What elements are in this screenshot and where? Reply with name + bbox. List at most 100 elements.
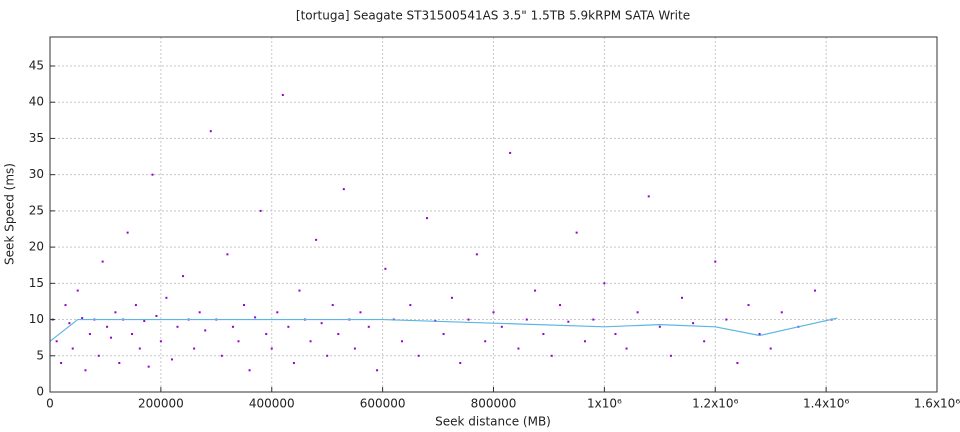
point bbox=[265, 333, 268, 336]
point bbox=[71, 347, 74, 350]
point bbox=[159, 340, 162, 343]
point bbox=[376, 369, 379, 372]
point bbox=[714, 260, 717, 263]
point bbox=[747, 304, 750, 307]
y-tick-label: 45 bbox=[29, 58, 44, 72]
y-tick-label: 35 bbox=[29, 131, 44, 145]
point bbox=[131, 333, 134, 336]
point bbox=[287, 325, 290, 328]
point bbox=[567, 320, 570, 323]
point bbox=[60, 362, 63, 365]
y-tick-label: 5 bbox=[36, 348, 44, 362]
point bbox=[88, 333, 91, 336]
y-tick-label: 40 bbox=[29, 95, 44, 109]
point bbox=[76, 289, 79, 292]
point bbox=[165, 296, 168, 299]
point bbox=[143, 320, 146, 322]
point bbox=[780, 311, 783, 314]
x-tick-label: 1x10⁶ bbox=[587, 397, 622, 411]
point bbox=[176, 325, 179, 328]
x-tick-label: 0 bbox=[46, 397, 54, 411]
point bbox=[198, 311, 201, 314]
point bbox=[484, 340, 487, 343]
y-tick-label: 0 bbox=[36, 385, 44, 399]
point bbox=[254, 316, 257, 319]
point bbox=[68, 322, 71, 325]
point bbox=[509, 151, 512, 154]
point bbox=[248, 369, 251, 372]
point bbox=[603, 282, 606, 285]
y-axis-label: Seek Speed (ms) bbox=[3, 163, 17, 265]
point bbox=[298, 289, 301, 292]
point bbox=[320, 322, 323, 325]
point bbox=[209, 130, 212, 133]
point bbox=[769, 347, 772, 350]
x-tick-label: 1.2x10⁶ bbox=[692, 397, 738, 411]
chart-title: [tortuga] Seagate ST31500541AS 3.5" 1.5T… bbox=[296, 9, 690, 23]
point bbox=[500, 325, 503, 328]
point bbox=[425, 217, 428, 220]
point bbox=[450, 296, 453, 299]
plot-data bbox=[49, 93, 838, 372]
point bbox=[725, 318, 728, 321]
point bbox=[736, 362, 739, 365]
point bbox=[534, 289, 537, 292]
x-tick-label: 800000 bbox=[471, 397, 517, 411]
point bbox=[592, 318, 595, 321]
point bbox=[64, 304, 67, 307]
point bbox=[331, 304, 334, 307]
point bbox=[575, 231, 578, 234]
grid bbox=[49, 37, 938, 393]
point bbox=[401, 340, 404, 343]
point bbox=[114, 311, 117, 314]
point bbox=[625, 347, 628, 350]
point bbox=[525, 318, 528, 321]
point bbox=[155, 314, 158, 317]
point bbox=[614, 333, 617, 336]
point bbox=[703, 340, 706, 343]
point bbox=[309, 340, 312, 343]
point bbox=[134, 304, 137, 307]
y-tick-label: 15 bbox=[29, 276, 44, 290]
point bbox=[814, 289, 817, 292]
point bbox=[281, 93, 284, 96]
point bbox=[459, 362, 462, 365]
point bbox=[220, 354, 223, 357]
point bbox=[243, 304, 246, 307]
point bbox=[658, 325, 661, 328]
point bbox=[106, 325, 109, 328]
point bbox=[182, 275, 185, 278]
point bbox=[550, 354, 553, 357]
y-tick-label: 25 bbox=[29, 203, 44, 217]
point bbox=[259, 209, 262, 212]
point bbox=[442, 333, 445, 336]
point bbox=[669, 354, 672, 357]
point bbox=[337, 333, 340, 336]
point bbox=[147, 365, 150, 368]
point bbox=[409, 304, 412, 307]
point bbox=[81, 317, 84, 320]
point bbox=[367, 325, 370, 328]
x-axis-label: Seek distance (MB) bbox=[435, 415, 551, 429]
point bbox=[758, 333, 761, 336]
trend-line bbox=[49, 317, 838, 342]
point bbox=[109, 336, 112, 339]
point bbox=[231, 325, 234, 328]
point bbox=[138, 347, 141, 350]
y-tick-label: 30 bbox=[29, 167, 44, 181]
point bbox=[384, 267, 387, 270]
point bbox=[559, 304, 562, 307]
point bbox=[680, 296, 683, 299]
point bbox=[647, 195, 650, 198]
point bbox=[292, 362, 295, 365]
point bbox=[342, 188, 345, 191]
point bbox=[118, 362, 121, 365]
point bbox=[84, 369, 87, 372]
point bbox=[315, 238, 318, 241]
point bbox=[101, 260, 104, 263]
point bbox=[692, 322, 695, 325]
point bbox=[636, 311, 639, 314]
point bbox=[467, 318, 470, 321]
point bbox=[353, 347, 356, 350]
point bbox=[237, 340, 240, 343]
